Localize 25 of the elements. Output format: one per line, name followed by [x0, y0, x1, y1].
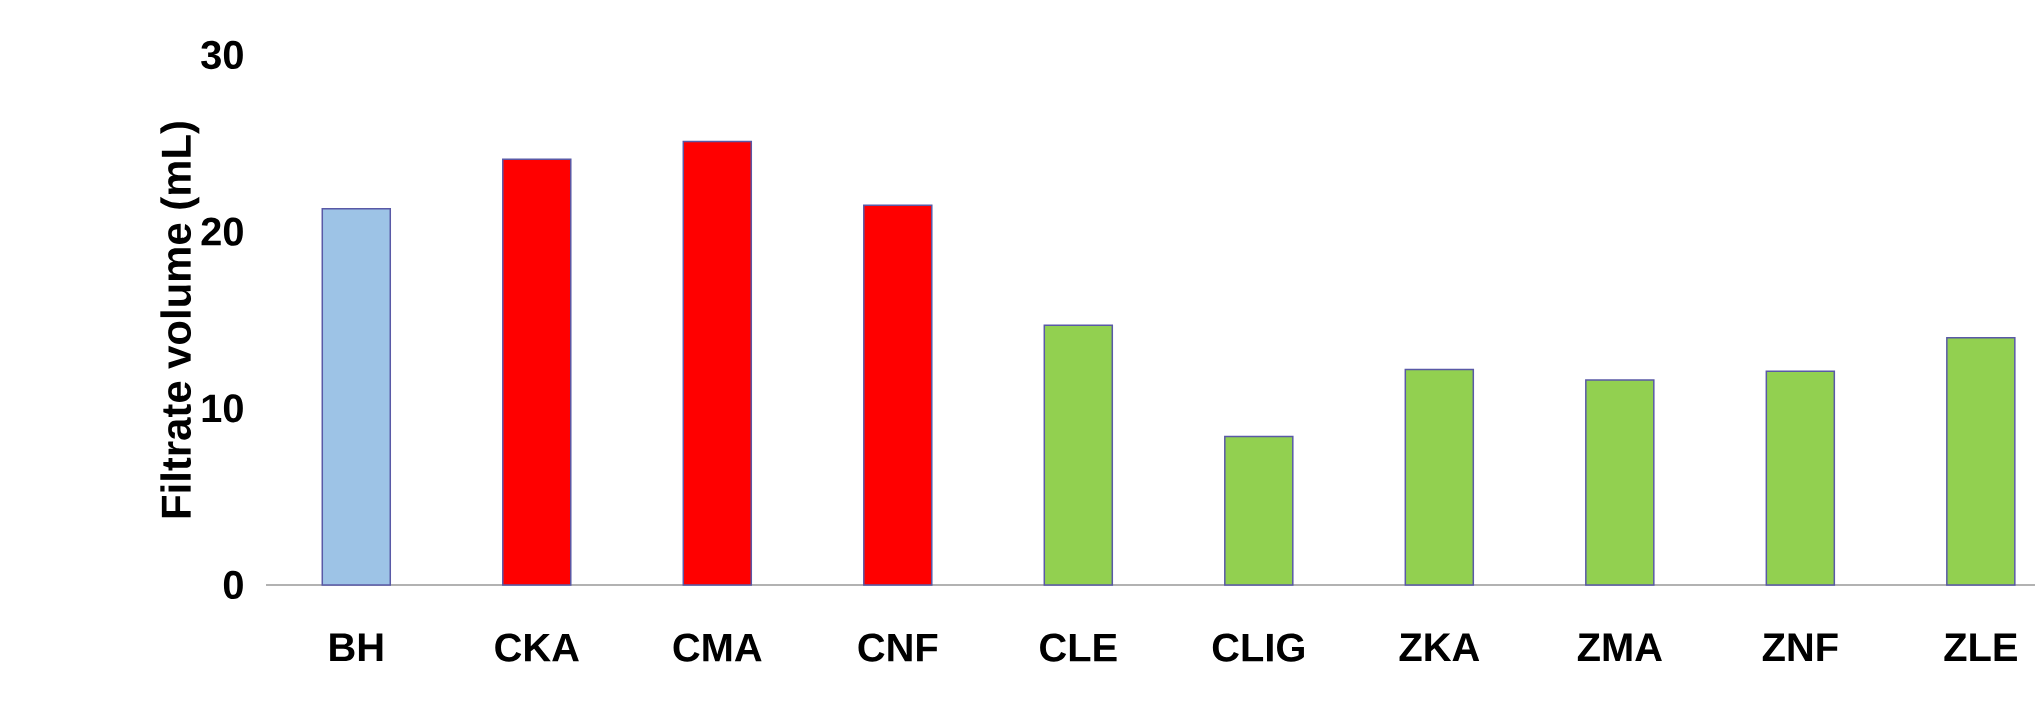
bar	[1946, 336, 2016, 586]
x-tick-label: CLIG	[1212, 633, 1304, 662]
bar	[321, 207, 392, 586]
x-tick-label: CKA	[495, 633, 579, 662]
bar	[1043, 324, 1114, 586]
y-tick-label: 30	[201, 40, 243, 70]
y-tick-label: 0	[223, 570, 243, 600]
x-tick-label: ZMA	[1577, 633, 1662, 661]
y-tick-label: 20	[201, 217, 243, 246]
x-tick-label: BH	[330, 633, 383, 661]
bar	[682, 140, 753, 586]
y-axis-title: Filtrate volume (mL)	[160, 122, 200, 518]
bar	[1765, 370, 1836, 586]
x-tick-label: ZKA	[1399, 633, 1480, 661]
x-tick-label: CLE	[1040, 633, 1117, 662]
bar	[1224, 435, 1294, 586]
x-tick-label: ZLE	[1944, 633, 2017, 661]
x-tick-label: CMA	[673, 633, 762, 662]
x-tick-label: CNF	[858, 633, 938, 662]
y-tick-label: 10	[202, 394, 243, 423]
bar	[502, 158, 572, 586]
x-tick-label: ZNF	[1762, 633, 1838, 661]
bar	[1585, 379, 1655, 586]
bar	[863, 204, 933, 586]
bar	[1404, 368, 1475, 586]
